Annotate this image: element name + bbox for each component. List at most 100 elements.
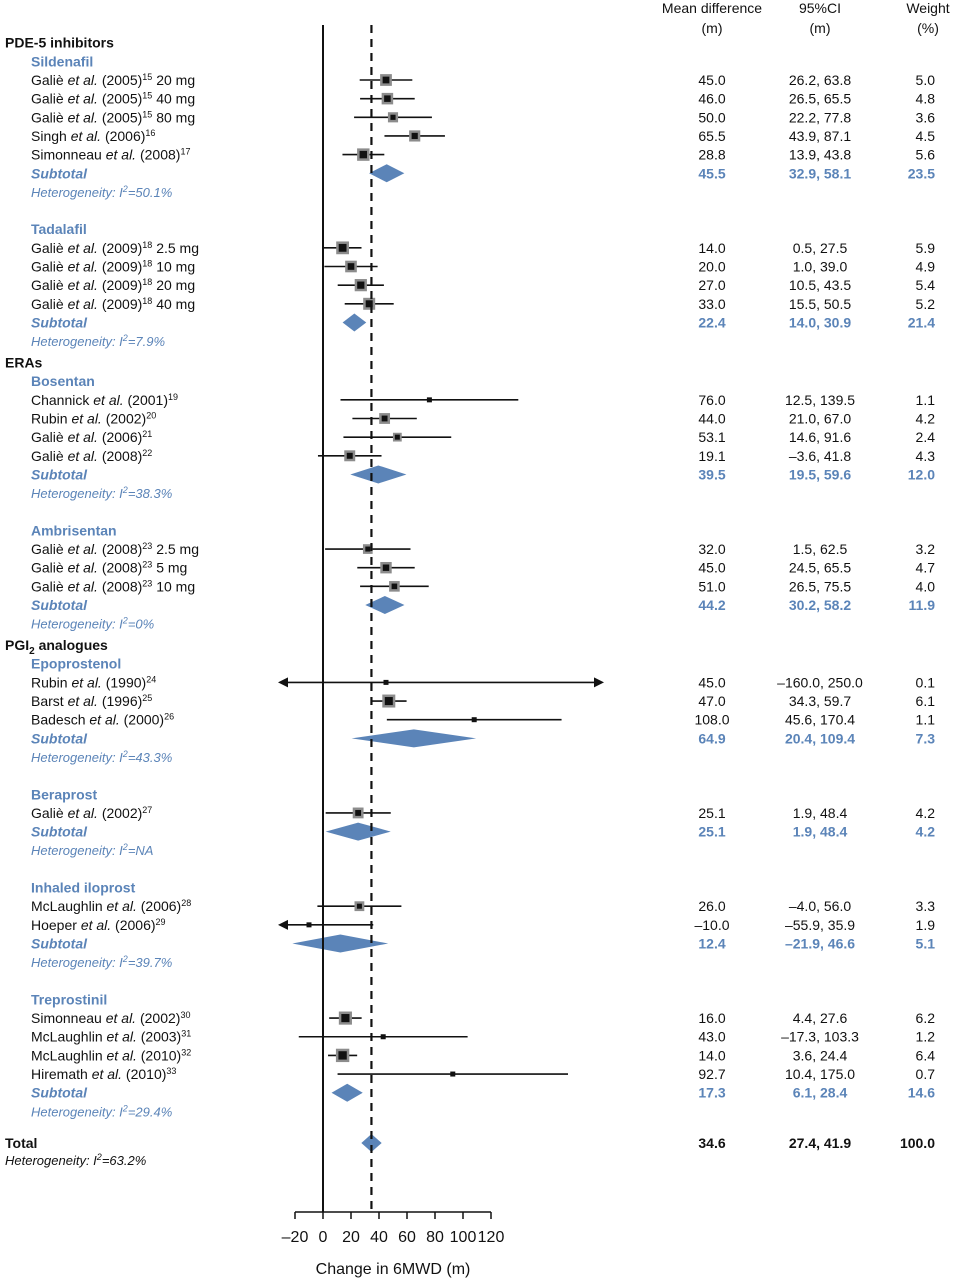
weight-value: 5.6: [916, 147, 936, 163]
study-author: Galiè: [31, 541, 68, 557]
het-i: I: [119, 955, 123, 970]
group-name: PDE-5 inhibitors: [5, 35, 114, 51]
study-etal: et al.: [68, 296, 98, 312]
weight-value: 5.4: [916, 277, 936, 293]
subgroup-heading: Tadalafil: [31, 221, 87, 237]
study-label: Galiè et al. (2005)15 40 mg: [31, 91, 195, 107]
ci-value: 14.6, 91.6: [789, 429, 851, 445]
study-label: Galiè et al. (2009)18 2.5 mg: [31, 240, 199, 256]
study-author: Rubin: [31, 674, 71, 690]
col-header-ci-unit: (m): [810, 20, 831, 36]
study-dose: 20 mg: [152, 277, 195, 293]
total-mean-value: 34.6: [698, 1135, 725, 1151]
mean-difference-value: 25.1: [698, 824, 725, 840]
study-year: (2008): [136, 147, 180, 163]
weight-value: 2.4: [916, 429, 936, 445]
weight-value: 4.2: [916, 410, 936, 426]
mean-difference-value: 33.0: [698, 296, 725, 312]
weight-square: [394, 434, 400, 440]
het-value: =0%: [128, 617, 154, 632]
mean-difference-value: 44.2: [698, 597, 725, 613]
study-label: Galiè et al. (2005)15 80 mg: [31, 109, 195, 125]
weight-value: 14.6: [908, 1085, 935, 1101]
study-ref: 15: [142, 91, 152, 101]
study-year: (2002): [98, 805, 142, 821]
weight-square: [338, 1051, 347, 1060]
study-label: McLaughlin et al. (2003)31: [31, 1029, 191, 1045]
het-i: I: [119, 617, 123, 632]
study-ref: 18: [142, 240, 152, 250]
het-prefix: Heterogeneity:: [5, 1153, 93, 1168]
ci-arrow-right: [594, 677, 604, 688]
ci-value: 43.9, 87.1: [789, 128, 851, 144]
het-prefix: Heterogeneity:: [31, 617, 119, 632]
study-label: Singh et al. (2006)16: [31, 128, 155, 144]
study-etal: et al.: [68, 805, 98, 821]
ci-value: 1.9, 48.4: [793, 805, 848, 821]
mean-difference-value: 28.8: [698, 147, 725, 163]
mean-difference-value: 65.5: [698, 128, 725, 144]
weight-value: 1.1: [916, 712, 936, 728]
study-author: Galiè: [31, 240, 68, 256]
study-label: Galiè et al. (2009)18 20 mg: [31, 277, 195, 293]
group-heading: PDE-5 inhibitors: [5, 35, 114, 51]
heterogeneity-label: Heterogeneity: I2=0%: [31, 616, 154, 632]
study-etal: et al.: [68, 72, 98, 88]
study-label: Galiè et al. (2008)23 5 mg: [31, 560, 187, 576]
group-name: PGI: [5, 637, 29, 653]
weight-square: [347, 263, 355, 270]
weight-square: [357, 281, 365, 289]
study-author: Rubin: [31, 410, 71, 426]
weight-value: 1.9: [916, 917, 936, 933]
weight-square: [341, 1014, 350, 1023]
ci-value: 45.6, 170.4: [785, 712, 855, 728]
x-tick-label: 0: [319, 1229, 328, 1246]
x-tick-label: 80: [426, 1229, 444, 1246]
ci-value: 14.0, 30.9: [789, 314, 851, 330]
ci-value: –55.9, 35.9: [785, 917, 855, 933]
study-author: Galiè: [31, 805, 68, 821]
heterogeneity-label: Heterogeneity: I2=39.7%: [31, 954, 172, 970]
study-etal: et al.: [68, 109, 98, 125]
study-year: (1990): [102, 674, 146, 690]
study-label: Rubin et al. (1990)24: [31, 674, 156, 690]
weight-square: [355, 810, 362, 816]
study-author: Singh: [31, 128, 71, 144]
study-year: (2002): [102, 410, 146, 426]
study-author: Galiè: [31, 91, 68, 107]
mean-difference-value: 14.0: [698, 240, 725, 256]
x-tick-label: 20: [342, 1229, 360, 1246]
group-name-sub: 2: [29, 646, 35, 657]
het-value: =38.3%: [128, 486, 172, 501]
het-sup: 2: [122, 842, 128, 852]
study-etal: et al.: [68, 560, 98, 576]
subgroup-heading: Beraprost: [31, 786, 97, 802]
weight-value: 4.7: [916, 560, 936, 576]
study-dose: 2.5 mg: [152, 240, 199, 256]
weight-square: [382, 564, 390, 571]
ci-value: 32.9, 58.1: [789, 165, 851, 181]
study-ref: 18: [142, 277, 152, 287]
het-prefix: Heterogeneity:: [31, 486, 119, 501]
ci-value: 26.2, 63.8: [789, 72, 851, 88]
ci-value: 12.5, 139.5: [785, 392, 855, 408]
mean-difference-value: 27.0: [698, 277, 725, 293]
weight-square: [346, 452, 353, 459]
het-sup: 2: [122, 333, 128, 343]
het-value: =50.1%: [128, 185, 172, 200]
study-etal: et al.: [106, 147, 136, 163]
study-year: (2008): [98, 541, 142, 557]
weight-value: 3.6: [916, 109, 936, 125]
study-ref: 29: [156, 917, 166, 927]
mean-difference-value: 19.1: [698, 448, 725, 464]
study-dose: 5 mg: [152, 560, 187, 576]
total-ci-value: 27.4, 41.9: [789, 1135, 851, 1151]
ci-value: 20.4, 109.4: [785, 730, 855, 746]
study-author: Galiè: [31, 429, 68, 445]
weight-square: [306, 922, 312, 928]
study-author: Hiremath: [31, 1066, 92, 1082]
ci-value: 21.0, 67.0: [789, 410, 851, 426]
subtotal-label: Subtotal: [31, 730, 88, 746]
study-etal: et al.: [68, 429, 98, 445]
